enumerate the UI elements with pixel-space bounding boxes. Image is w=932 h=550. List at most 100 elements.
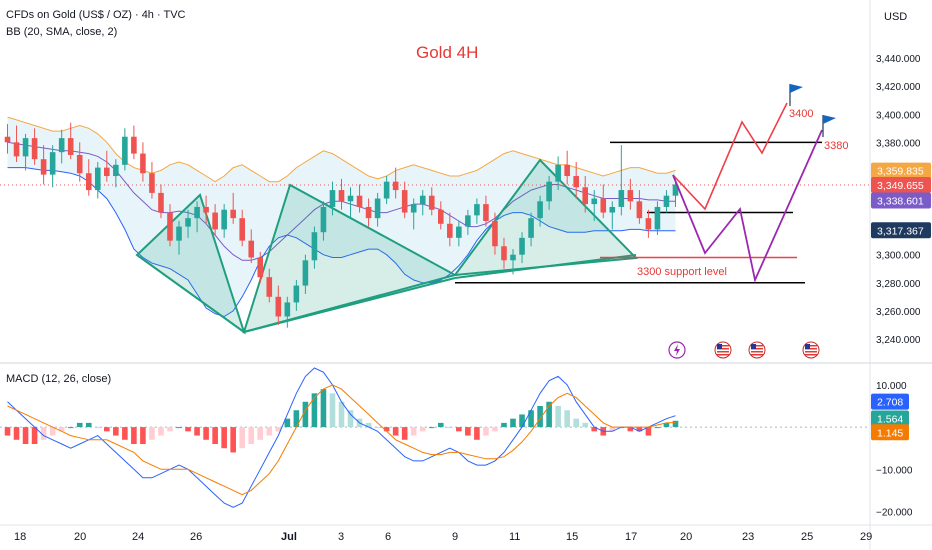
candle-body [609, 206, 616, 213]
candle-body [492, 220, 498, 247]
candle-body [311, 232, 318, 261]
macd-histogram-bar [546, 401, 552, 428]
price-label-box [871, 192, 931, 209]
macd-histogram-bar [239, 427, 246, 449]
macd-histogram-bar [275, 427, 282, 432]
candle-body [627, 190, 634, 202]
macd-title: MACD (12, 26, close) [6, 373, 111, 385]
candle-body [320, 206, 327, 233]
macd-histogram-bar [104, 427, 110, 432]
us-flag-stripe [805, 351, 817, 353]
x-tick-label: 6 [385, 531, 391, 543]
x-tick-label: 3 [338, 531, 344, 543]
macd-histogram-bar [456, 427, 462, 432]
macd-histogram-bar [645, 427, 652, 436]
macd-histogram-bar [158, 427, 164, 436]
candle-body [365, 206, 372, 219]
macd-histogram-bar [40, 427, 47, 440]
price-tick-label: 3,440.000 [876, 54, 921, 65]
macd-histogram-bar [122, 427, 128, 440]
candle-body [519, 237, 525, 255]
candle-body [230, 209, 236, 219]
us-flag-canton [717, 344, 722, 349]
macd-line [7, 367, 676, 508]
macd-value-box [871, 393, 909, 410]
macd-histogram-bar [365, 422, 372, 428]
currency-label: USD [884, 11, 907, 23]
candle-body [167, 212, 173, 241]
candle-body [284, 302, 291, 317]
candle-body [122, 136, 128, 165]
macd-histogram-bar [663, 422, 670, 428]
us-flag-icon[interactable] [802, 341, 820, 359]
macd-histogram-bar [185, 427, 191, 432]
candle-body [329, 190, 336, 207]
target-label-3380: 3380 [824, 140, 848, 152]
candle-body [555, 164, 561, 182]
macd-histogram-bar [474, 427, 480, 440]
us-flag-icon[interactable] [714, 341, 732, 359]
candle-body [140, 153, 146, 174]
candle-body [176, 226, 182, 241]
indicator-label: BB (20, SMA, close, 2) [6, 26, 117, 38]
event-icons[interactable] [668, 341, 820, 359]
candle-body [501, 246, 507, 261]
macd-histogram-bar [419, 427, 426, 432]
target-flag-icon [823, 115, 836, 124]
macd-histogram-bar [329, 393, 336, 428]
us-flag-stripe [805, 354, 817, 356]
candle-body [428, 195, 435, 210]
us-flag-stripe [717, 345, 729, 347]
target-label-3400: 3400 [789, 108, 813, 120]
candle-body [221, 209, 227, 230]
candle-body [437, 209, 444, 224]
candle-body [564, 164, 570, 177]
macd-histogram-bar [131, 427, 137, 444]
us-flag-stripe [717, 351, 729, 353]
macd-value-label: 2.708 [877, 397, 903, 409]
x-tick-label: 17 [625, 531, 637, 543]
us-flag-stripe [717, 354, 729, 356]
macd-value-box [871, 410, 909, 427]
macd-histogram-bar [383, 427, 390, 432]
us-flag-stripe [751, 351, 763, 353]
candle-body [40, 159, 47, 175]
macd-histogram-bar [302, 401, 309, 428]
bolt-icon-glyph [674, 344, 680, 356]
candle-body [149, 173, 155, 193]
pattern-neckline-3 [454, 254, 637, 279]
us-flag-icon[interactable] [748, 341, 766, 359]
macd-histogram-bar [410, 427, 417, 436]
candle-body [537, 201, 543, 219]
macd-histogram-bar [465, 427, 471, 436]
candle-body [645, 218, 652, 230]
candle-body [663, 195, 670, 207]
x-tick-label: 24 [132, 531, 144, 543]
us-flag-stripe [805, 345, 817, 347]
candle-body [510, 254, 516, 261]
macd-histogram-bar [176, 427, 182, 429]
macd-histogram-bar [501, 422, 507, 428]
candle-body [131, 136, 137, 154]
macd-histogram-bar [257, 427, 264, 440]
x-tick-label: 9 [452, 531, 458, 543]
candle-body [356, 195, 363, 207]
bolt-icon[interactable] [668, 341, 686, 359]
candle-body [13, 142, 20, 157]
macd-histogram-bar [591, 427, 598, 432]
candlesticks [4, 122, 679, 328]
x-tick-label: 25 [801, 531, 813, 543]
macd-histogram-bar [374, 427, 381, 429]
candle-body [582, 187, 589, 205]
price-label-box [871, 162, 931, 179]
macd-histogram-bar [212, 427, 218, 444]
macd-histogram-bar [113, 427, 119, 436]
macd-histogram-bar [492, 427, 498, 432]
candle-body [528, 218, 534, 238]
candle-body [474, 204, 480, 216]
projection-purple-path [672, 129, 823, 283]
candle-body [49, 152, 56, 175]
price-tick-label: 3,300.000 [876, 251, 921, 262]
